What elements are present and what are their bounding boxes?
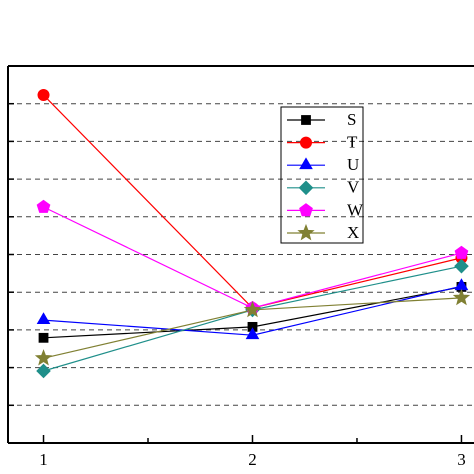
marker [243, 300, 262, 318]
legend-box [280, 106, 364, 244]
legend-label: X [347, 223, 359, 242]
marker [297, 223, 315, 241]
series-line [43, 265, 462, 372]
x-tick-label: 2 [248, 450, 257, 469]
x-tick-label: 3 [457, 450, 466, 469]
marker [454, 245, 469, 259]
plot-lines [34, 89, 471, 379]
marker [36, 199, 51, 213]
x-tick-label: 1 [39, 450, 48, 469]
marker [34, 349, 53, 366]
marker [36, 312, 51, 325]
marker [452, 288, 471, 306]
legend-label: S [347, 110, 356, 129]
marker [37, 89, 50, 102]
legend-label: V [347, 178, 360, 197]
axes: 1 2 3 [7, 65, 474, 469]
marker [36, 363, 51, 379]
marker [454, 258, 469, 274]
series-line [43, 206, 462, 309]
marker [299, 203, 313, 217]
marker [300, 136, 312, 149]
legend-label: W [347, 200, 364, 219]
marker [301, 115, 311, 125]
marker [245, 327, 260, 340]
series-line [43, 94, 462, 309]
legend-label: T [347, 133, 358, 152]
marker [299, 157, 313, 170]
marker [298, 180, 314, 196]
marker [38, 332, 49, 343]
legend-label: U [347, 155, 359, 174]
grid [8, 103, 474, 406]
